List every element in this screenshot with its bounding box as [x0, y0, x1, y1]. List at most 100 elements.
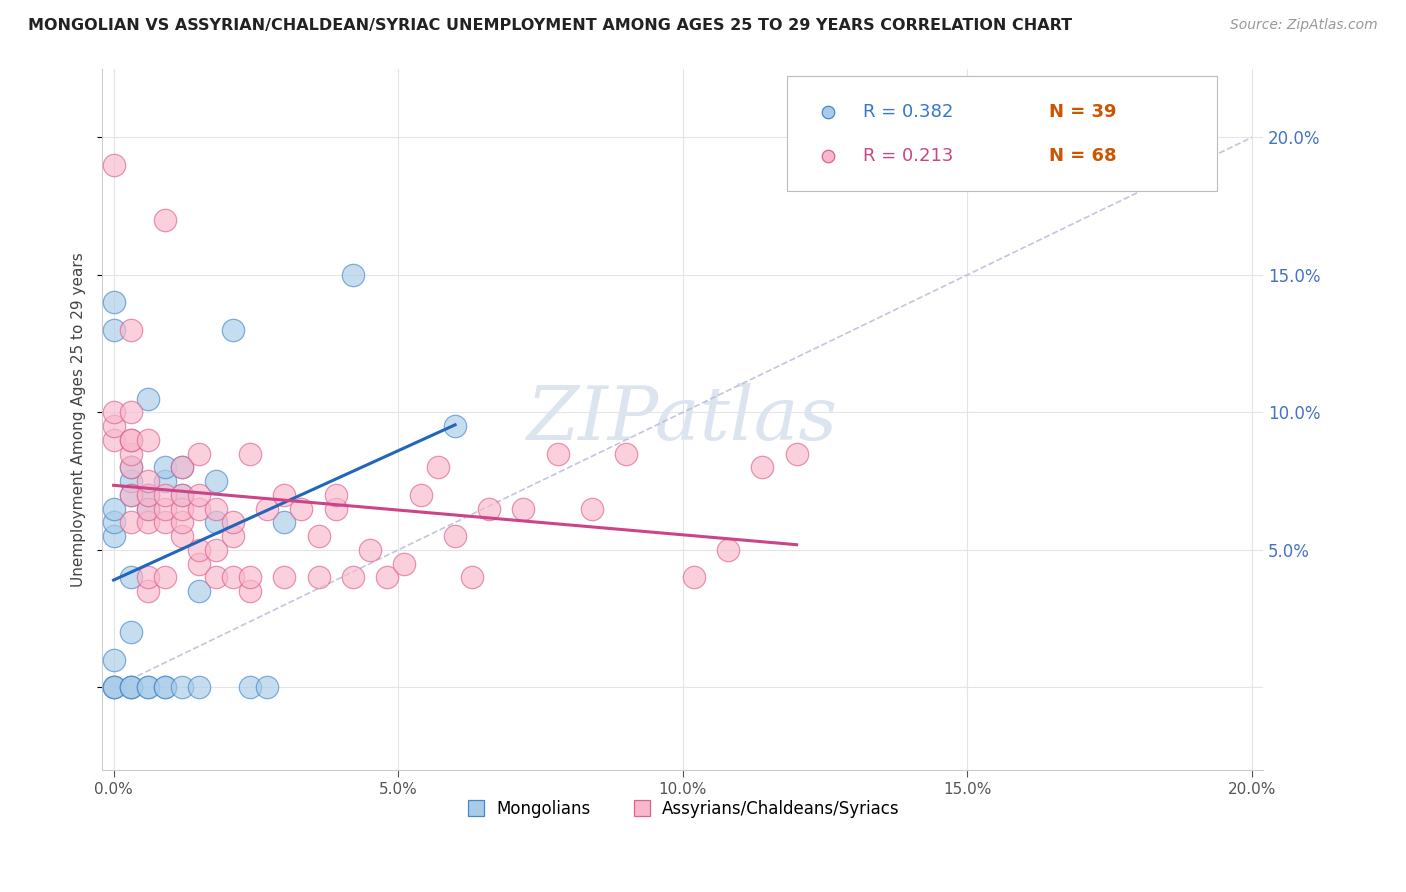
Point [103, 405, 125, 419]
Point [136, 516, 159, 530]
Text: N = 68: N = 68 [1049, 147, 1116, 165]
Point [103, 158, 125, 172]
Point [205, 543, 228, 558]
Point [581, 501, 603, 516]
Point [205, 570, 228, 584]
Point [120, 460, 142, 475]
Point [188, 447, 211, 461]
Point [153, 681, 176, 695]
Point [444, 419, 467, 434]
Text: ZIPatlas: ZIPatlas [527, 383, 838, 456]
Point [136, 501, 159, 516]
Text: R = 0.382: R = 0.382 [863, 103, 953, 121]
Point [120, 488, 142, 502]
Text: MONGOLIAN VS ASSYRIAN/CHALDEAN/SYRIAC UNEMPLOYMENT AMONG AGES 25 TO 29 YEARS COR: MONGOLIAN VS ASSYRIAN/CHALDEAN/SYRIAC UN… [28, 18, 1073, 33]
Point [120, 625, 142, 640]
Y-axis label: Unemployment Among Ages 25 to 29 years: Unemployment Among Ages 25 to 29 years [72, 252, 86, 587]
Point [153, 570, 176, 584]
Point [103, 501, 125, 516]
Point [103, 681, 125, 695]
Point [120, 433, 142, 447]
Point [136, 474, 159, 488]
Point [120, 474, 142, 488]
Point [308, 529, 330, 543]
Point [222, 529, 245, 543]
Point [170, 488, 193, 502]
Point [136, 433, 159, 447]
Point [205, 516, 228, 530]
Point [239, 570, 262, 584]
Point [103, 323, 125, 337]
Point [136, 681, 159, 695]
Point [392, 557, 415, 571]
Point [222, 323, 245, 337]
Point [239, 681, 262, 695]
Point [103, 529, 125, 543]
Point [478, 501, 501, 516]
Point [120, 681, 142, 695]
Point [136, 392, 159, 406]
Point [239, 447, 262, 461]
Point [188, 501, 211, 516]
Point [170, 529, 193, 543]
Point [170, 516, 193, 530]
Point [342, 570, 364, 584]
Point [188, 557, 211, 571]
Point [103, 295, 125, 310]
Point [273, 516, 295, 530]
Point [256, 501, 278, 516]
Point [120, 681, 142, 695]
Point [786, 447, 808, 461]
Point [222, 570, 245, 584]
Point [136, 681, 159, 695]
Point [427, 460, 450, 475]
Point [153, 488, 176, 502]
Point [273, 570, 295, 584]
Point [120, 516, 142, 530]
Point [359, 543, 381, 558]
Point [153, 474, 176, 488]
Point [170, 460, 193, 475]
Point [512, 501, 534, 516]
Point [153, 212, 176, 227]
Text: R = 0.213: R = 0.213 [863, 147, 953, 165]
Point [325, 501, 347, 516]
Point [683, 570, 706, 584]
Text: N = 39: N = 39 [1049, 103, 1116, 121]
Point [153, 681, 176, 695]
Point [136, 570, 159, 584]
Point [290, 501, 312, 516]
Point [120, 447, 142, 461]
Point [103, 419, 125, 434]
Legend: Mongolians, Assyrians/Chaldeans/Syriacs: Mongolians, Assyrians/Chaldeans/Syriacs [460, 794, 907, 825]
Point [547, 447, 569, 461]
Point [103, 516, 125, 530]
Point [188, 584, 211, 599]
Point [120, 405, 142, 419]
Point [188, 681, 211, 695]
Point [136, 488, 159, 502]
Point [239, 584, 262, 599]
Point [136, 488, 159, 502]
Point [256, 681, 278, 695]
Point [308, 570, 330, 584]
Point [751, 460, 773, 475]
Point [188, 488, 211, 502]
Point [153, 516, 176, 530]
Point [273, 488, 295, 502]
Point [120, 433, 142, 447]
Point [409, 488, 432, 502]
Point [136, 501, 159, 516]
Point [222, 516, 245, 530]
Point [120, 681, 142, 695]
Point [153, 460, 176, 475]
Point [717, 543, 740, 558]
Point [461, 570, 484, 584]
Point [205, 474, 228, 488]
Point [614, 447, 637, 461]
Point [170, 460, 193, 475]
Point [120, 570, 142, 584]
Point [120, 488, 142, 502]
Point [103, 653, 125, 667]
Point [170, 501, 193, 516]
